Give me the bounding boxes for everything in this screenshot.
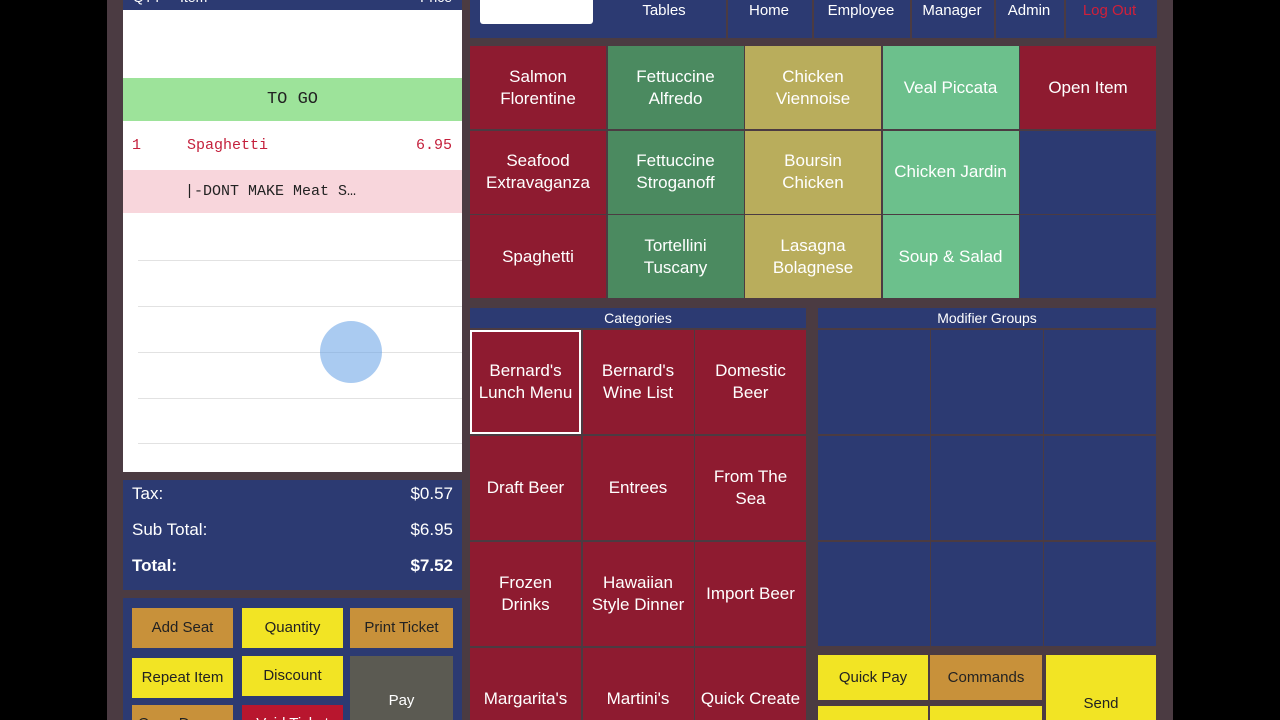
nav-divider xyxy=(726,0,728,38)
menu-item[interactable]: Chicken Jardin xyxy=(882,130,1019,214)
category-button[interactable]: Domestic Beer xyxy=(695,330,806,434)
nav-tab[interactable]: Tables xyxy=(642,2,686,19)
total-label: Tax: xyxy=(132,484,164,503)
category-button[interactable]: Bernard's Wine List xyxy=(582,330,694,434)
nav-tab[interactable]: Admin xyxy=(1007,2,1051,19)
ticket-column: QTY xyxy=(133,0,162,4)
action-button[interactable]: Add Seat xyxy=(132,608,233,648)
modifier-cell xyxy=(818,542,930,646)
nav-divider xyxy=(812,0,814,38)
touch-indicator xyxy=(320,321,382,383)
modifier-cell xyxy=(931,542,1043,646)
total-label: Sub Total: xyxy=(132,520,208,539)
command-partial xyxy=(818,706,928,720)
modifier-header: Modifier Groups xyxy=(818,308,1156,328)
action-button[interactable]: Pay xyxy=(350,656,453,720)
modifier-cell xyxy=(818,330,930,434)
modifier-cell xyxy=(931,436,1043,540)
action-button[interactable]: Print Ticket xyxy=(350,608,453,648)
ticket-line xyxy=(138,398,462,399)
item-price: 6.95 xyxy=(415,137,452,154)
command-button[interactable]: Commands xyxy=(930,655,1042,700)
menu-empty xyxy=(1020,215,1156,298)
menu-item[interactable]: Fettuccine Alfredo xyxy=(607,46,744,129)
menu-empty xyxy=(1020,130,1156,214)
command-button[interactable]: Quick Pay xyxy=(818,655,928,700)
modifier-cell xyxy=(1044,330,1156,434)
ticket-line xyxy=(138,260,462,261)
category-button[interactable]: Entrees xyxy=(582,436,694,540)
ticket-line xyxy=(138,443,462,444)
menu-item[interactable]: Seafood Extravaganza xyxy=(470,130,606,214)
menu-item[interactable]: Fettuccine Stroganoff xyxy=(607,130,744,214)
category-button[interactable]: Frozen Drinks xyxy=(470,542,581,646)
modifier-cell xyxy=(1044,542,1156,646)
ticket-panel xyxy=(123,0,462,472)
menu-item[interactable]: Tortellini Tuscany xyxy=(607,215,744,298)
action-button[interactable]: Open Drawer xyxy=(132,705,233,720)
total-value: $6.95 xyxy=(410,520,453,539)
action-button[interactable]: Repeat Item xyxy=(132,658,233,698)
action-button[interactable]: Discount xyxy=(242,656,343,696)
menu-item[interactable]: Boursin Chicken xyxy=(745,130,881,214)
category-button[interactable]: Margarita's xyxy=(470,648,581,720)
category-button[interactable]: Import Beer xyxy=(695,542,806,646)
item-qty: 1 xyxy=(132,137,142,154)
ticket-column: Item xyxy=(180,0,207,4)
menu-item[interactable]: Soup & Salad xyxy=(882,215,1019,298)
category-button[interactable]: Draft Beer xyxy=(470,436,581,540)
nav-divider xyxy=(994,0,996,38)
item-name: Spaghetti xyxy=(187,137,269,154)
ticket-column: Price xyxy=(380,0,452,4)
nav-tab[interactable]: Home xyxy=(748,2,789,19)
total-value: $0.57 xyxy=(410,484,453,503)
category-button[interactable]: Bernard's Lunch Menu xyxy=(470,330,581,434)
ticket-header xyxy=(123,0,462,10)
ticket-line xyxy=(138,352,462,353)
command-partial xyxy=(930,706,1042,720)
nav-tab[interactable]: Employee xyxy=(827,2,895,19)
action-button[interactable]: Void Ticket xyxy=(242,705,343,720)
menu-item[interactable]: Veal Piccata xyxy=(882,46,1019,129)
to-go-bar: TO GO xyxy=(123,78,462,121)
category-button[interactable]: Quick Create xyxy=(695,648,806,720)
menu-item[interactable]: Chicken Viennoise xyxy=(745,46,881,129)
ticket-line xyxy=(138,306,462,307)
category-button[interactable]: Hawaiian Style Dinner xyxy=(582,542,694,646)
total-label: Total: xyxy=(132,556,178,575)
menu-item[interactable]: Lasagna Bolagnese xyxy=(745,215,881,298)
categories-header: Categories xyxy=(470,308,806,328)
nav-tab[interactable]: Manager xyxy=(922,2,982,19)
menu-item[interactable]: Spaghetti xyxy=(470,215,606,298)
nav-tab[interactable]: Log Out xyxy=(1082,2,1137,19)
modifier-cell xyxy=(1044,436,1156,540)
category-button[interactable]: Martini's xyxy=(582,648,694,720)
action-button[interactable]: Quantity xyxy=(242,608,343,648)
modifier-cell xyxy=(931,330,1043,434)
nav-divider xyxy=(910,0,912,38)
command-button[interactable]: Send xyxy=(1046,655,1156,720)
search-box[interactable] xyxy=(480,0,593,24)
category-button[interactable]: From The Sea xyxy=(695,436,806,540)
menu-item[interactable]: Salmon Florentine xyxy=(470,46,606,129)
nav-divider xyxy=(1064,0,1066,38)
modifier-cell xyxy=(818,436,930,540)
totals-panel xyxy=(123,480,462,590)
modifier-row: |-DONT MAKE Meat S… xyxy=(123,170,462,213)
total-value: $7.52 xyxy=(410,556,453,575)
menu-item[interactable]: Open Item xyxy=(1020,46,1156,129)
